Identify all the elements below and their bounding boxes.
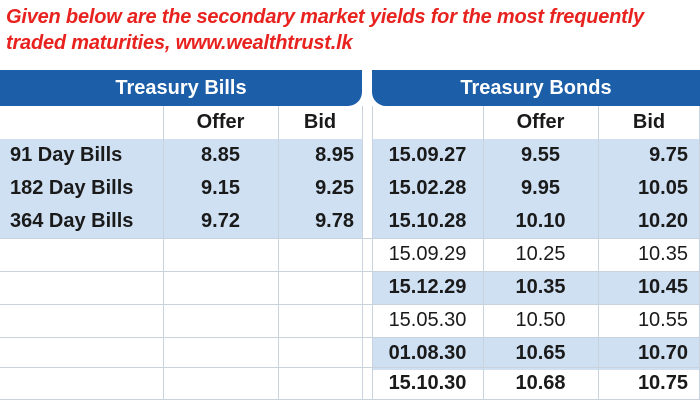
grid-line: [0, 304, 700, 305]
table-row: 15.09.29 10.25 10.35: [0, 238, 700, 271]
bill-bid: 9.25: [315, 177, 354, 199]
grid-line: [278, 106, 279, 400]
bond-maturity: 15.10.28: [388, 210, 467, 232]
treasury-bonds-header: Treasury Bonds: [372, 70, 700, 106]
treasury-bills-header: Treasury Bills: [0, 70, 362, 106]
bond-bid: 10.05: [637, 177, 688, 199]
bond-offer: 9.95: [521, 177, 560, 199]
section-gap: [362, 70, 372, 400]
bond-maturity: 15.12.29: [388, 276, 467, 298]
bond-bid: 10.55: [637, 309, 688, 331]
treasury-bonds-title: Treasury Bonds: [460, 76, 612, 99]
bond-maturity: 01.08.30: [388, 342, 467, 364]
grid-line: [372, 106, 373, 400]
bond-offer: 10.25: [515, 243, 566, 265]
table-row: 182 Day Bills 9.15 9.25 15.02.28 9.95 10…: [0, 172, 700, 205]
table-row: 91 Day Bills 8.85 8.95 15.09.27 9.55 9.7…: [0, 139, 700, 172]
grid-line: [362, 106, 363, 400]
bond-bid: 10.45: [637, 276, 688, 298]
bills-offer-header: Offer: [196, 111, 245, 133]
bill-bid: 9.78: [315, 210, 354, 232]
bond-offer: 10.50: [515, 309, 566, 331]
grid-line: [0, 238, 700, 239]
bond-offer: 10.68: [515, 372, 566, 394]
table-row: 01.08.30 10.65 10.70: [0, 337, 700, 370]
bonds-bid-header: Bid: [632, 111, 666, 133]
grid-line: [0, 337, 700, 338]
bills-bid-header: Bid: [303, 111, 337, 133]
grid-line: [0, 367, 700, 368]
bond-offer: 10.65: [515, 342, 566, 364]
bill-bid: 8.95: [315, 144, 354, 166]
grid-line: [0, 271, 700, 272]
bond-offer: 10.35: [515, 276, 566, 298]
bond-bid: 10.75: [637, 372, 688, 394]
table-row: 15.10.30 10.68 10.75: [0, 367, 700, 400]
bond-maturity: 15.05.30: [388, 309, 467, 331]
bond-offer: 9.55: [521, 144, 560, 166]
grid-line: [483, 106, 484, 400]
bond-maturity: 15.02.28: [388, 177, 467, 199]
bond-bid: 10.35: [637, 243, 688, 265]
caption: Given below are the secondary market yie…: [6, 6, 644, 54]
grid-line: [598, 106, 599, 400]
bond-maturity: 15.09.29: [388, 243, 467, 265]
bill-label: 91 Day Bills: [10, 144, 123, 166]
bill-label: 364 Day Bills: [10, 210, 134, 232]
bonds-offer-header: Offer: [516, 111, 565, 133]
table-row: 15.12.29 10.35 10.45: [0, 271, 700, 304]
column-header-row: Offer Bid Offer Bid: [0, 106, 700, 139]
bond-bid: 9.75: [649, 144, 688, 166]
bill-offer: 9.15: [201, 177, 240, 199]
bond-maturity: 15.10.30: [388, 372, 467, 394]
treasury-bills-title: Treasury Bills: [115, 76, 247, 99]
table-row: 15.05.30 10.50 10.55: [0, 304, 700, 337]
bond-bid: 10.20: [637, 210, 688, 232]
bond-offer: 10.10: [515, 210, 566, 232]
bill-offer: 8.85: [201, 144, 240, 166]
bond-maturity: 15.09.27: [388, 144, 467, 166]
bill-offer: 9.72: [201, 210, 240, 232]
table-row: 364 Day Bills 9.72 9.78 15.10.28 10.10 1…: [0, 205, 700, 238]
bond-bid: 10.70: [637, 342, 688, 364]
bill-label: 182 Day Bills: [10, 177, 134, 199]
grid-line: [163, 106, 164, 400]
